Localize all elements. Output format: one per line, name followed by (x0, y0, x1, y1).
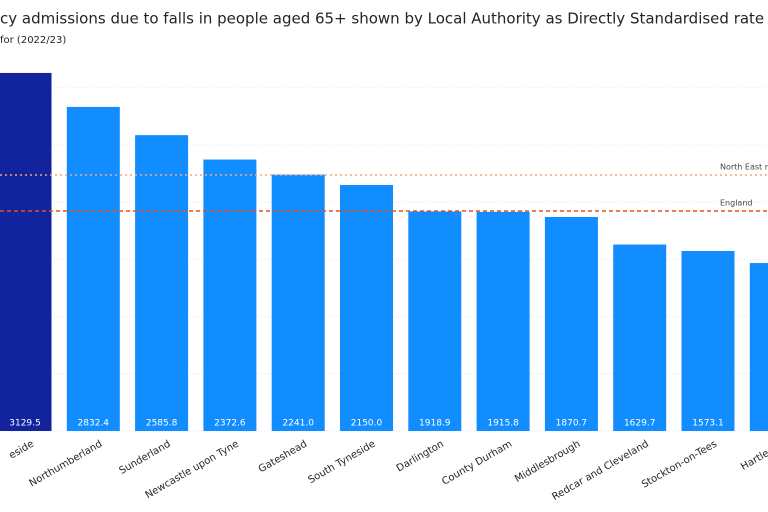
bar (340, 185, 393, 431)
reference-label: England (720, 198, 752, 207)
bar (135, 135, 189, 431)
bar (613, 244, 667, 431)
bar (408, 211, 462, 431)
bar (476, 211, 530, 431)
x-tick-label: Darlington (395, 439, 446, 475)
x-tick-label: Sunderland (118, 439, 173, 477)
x-tick-label: Hartlepoo (739, 439, 768, 473)
bar (544, 216, 598, 431)
bar (66, 106, 120, 431)
x-tick-label: Northumberland (28, 439, 105, 490)
x-tick-label: Stockton-on-Tees (640, 439, 719, 491)
x-tick-label: County Durham (440, 439, 514, 488)
x-tick-label: Gateshead (257, 439, 309, 476)
bar (681, 251, 735, 431)
x-tick-label: South Tyneside (306, 439, 377, 486)
x-tick-label: eside (7, 439, 36, 462)
x-tick-label: Middlesbrough (513, 439, 582, 485)
value-label: 1629.7 (624, 419, 656, 429)
reference-label: North East r (720, 163, 768, 172)
value-label: 1870.7 (556, 419, 588, 429)
value-label: 1573.1 (692, 419, 724, 429)
value-label: 1918.9 (419, 419, 451, 429)
value-label: 2241.0 (282, 419, 314, 429)
value-label: 2372.6 (214, 419, 246, 429)
bar (0, 72, 52, 432)
chart-subtitle: for (2022/23) (0, 35, 66, 46)
bar (749, 263, 768, 431)
value-label: 2585.8 (146, 419, 178, 429)
chart-title: cy admissions due to falls in people age… (0, 10, 768, 28)
value-label: 2150.0 (351, 419, 383, 429)
value-label: 3129.5 (9, 419, 41, 429)
value-label: 2832.4 (78, 419, 110, 429)
bar (203, 159, 257, 432)
bar (271, 174, 325, 431)
value-label: 1915.8 (487, 419, 519, 429)
